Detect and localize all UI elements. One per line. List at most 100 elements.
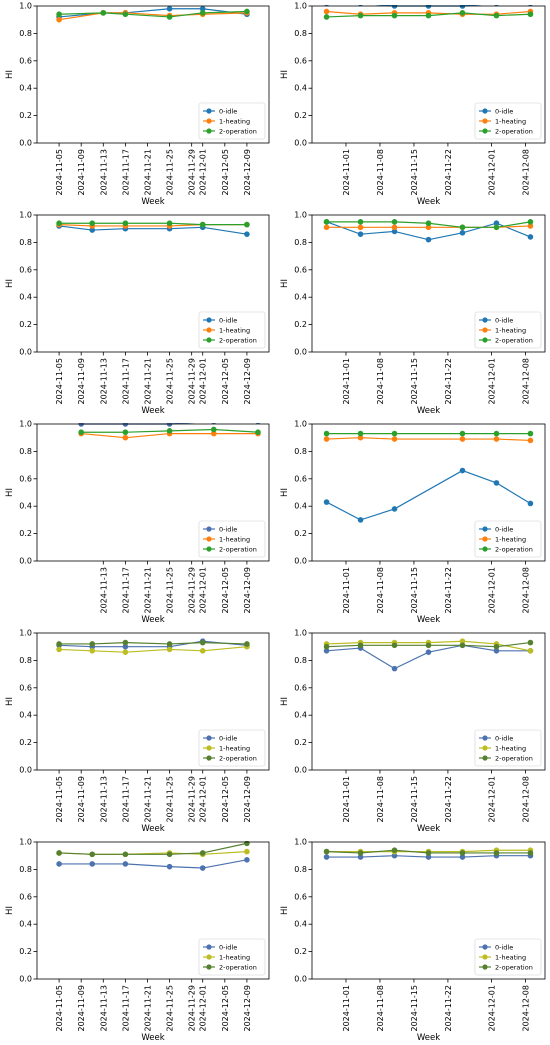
y-tick-label: 0.4 — [19, 502, 32, 511]
data-point-0-idle — [459, 230, 466, 236]
x-tick-label: 2024-11-29 — [188, 149, 197, 196]
axes-frame — [36, 841, 270, 980]
legend-label: 0-idle — [495, 316, 513, 324]
data-point-0-idle — [211, 423, 216, 425]
data-point-1-heating — [122, 434, 129, 441]
x-tick-label: 2024-11-08 — [376, 358, 385, 405]
series-line-0-idle — [59, 859, 248, 869]
legend-label: 1-heating — [219, 535, 250, 543]
x-tick-label: 2024-11-29 — [188, 985, 197, 1032]
legend-frame — [198, 938, 266, 976]
y-tick-label: 0.8 — [19, 238, 32, 247]
legend-label: 2-operation — [495, 963, 533, 971]
data-point-0-idle — [391, 665, 398, 672]
y-tick-label: 1.0 — [294, 629, 307, 638]
data-point-0-idle — [166, 5, 173, 12]
x-tick-label: 2024-11-22 — [444, 776, 453, 823]
x-tick-label: 2024-11-08 — [376, 149, 385, 196]
data-point-0-idle — [357, 231, 364, 237]
legend-label: 0-idle — [495, 525, 513, 533]
legend-marker — [206, 735, 212, 741]
y-tick-label: 0.4 — [19, 84, 32, 93]
x-tick-label: 2024-11-01 — [342, 776, 351, 823]
y-tick-label: 0.0 — [294, 348, 307, 357]
x-tick-label: 2024-11-09 — [77, 149, 86, 196]
x-axis-label: Week — [417, 197, 440, 207]
y-tick-label: 1.0 — [294, 2, 307, 11]
legend-label: 1-heating — [495, 535, 526, 543]
data-point-0-idle — [391, 506, 398, 512]
series-line-2-operation — [59, 641, 247, 645]
legend: 0-idle 1-heating 2-operation — [198, 520, 266, 558]
axes-frame — [36, 214, 270, 353]
legend-label: 1-heating — [219, 117, 250, 125]
chart-panel-row2-left: 0.0 0.2 0.4 0.6 0.8 1.0 2024-11-05 2024-11-09 20… — [5, 211, 270, 416]
data-point-0-idle — [391, 852, 398, 859]
x-tick-label: 2024-11-21 — [143, 776, 152, 823]
legend-label: 0-idle — [495, 734, 513, 742]
y-tick-label: 0.6 — [294, 892, 307, 901]
data-point-2-operation — [89, 641, 96, 647]
data-point-2-operation — [199, 639, 206, 646]
data-point-1-heating — [56, 16, 62, 23]
x-tick-label: 2024-12-08 — [522, 567, 531, 614]
data-point-2-operation — [391, 847, 398, 854]
y-tick-label: 0.6 — [19, 683, 32, 692]
y-tick-label: 1.0 — [294, 838, 307, 847]
data-point-1-heating — [459, 638, 466, 645]
data-point-2-operation — [391, 12, 398, 19]
plot-area — [56, 638, 250, 655]
data-point-1-heating — [323, 8, 330, 15]
y-tick-label: 0.4 — [294, 293, 307, 302]
legend-marker — [206, 944, 212, 950]
data-point-0-idle — [255, 423, 261, 425]
data-point-0-idle — [89, 861, 96, 867]
legend-frame — [474, 938, 542, 976]
x-tick-label: 2024-11-08 — [376, 776, 385, 823]
legend-label: 2-operation — [495, 336, 533, 344]
data-point-0-idle — [323, 499, 330, 505]
legend-label: 1-heating — [495, 117, 526, 125]
y-tick-label: 0.8 — [294, 656, 307, 665]
x-tick-label: 2024-11-13 — [99, 149, 108, 196]
y-tick-label: 0.4 — [19, 711, 32, 720]
x-tick-label: 2024-12-01 — [488, 358, 497, 405]
y-tick-label: 0.6 — [19, 474, 32, 483]
y-tick-label: 1.0 — [19, 629, 32, 638]
data-point-2-operation — [244, 641, 250, 647]
x-tick-label: 2024-11-08 — [376, 985, 385, 1032]
x-tick-label: 2024-12-05 — [221, 776, 230, 823]
x-tick-label: 2024-12-01 — [199, 149, 208, 196]
y-tick-label: 0.8 — [294, 865, 307, 874]
legend-label: 2-operation — [219, 545, 257, 553]
data-point-0-idle — [425, 236, 432, 243]
data-point-2-operation — [459, 10, 466, 16]
legend-label: 1-heating — [219, 953, 250, 961]
legend-marker — [482, 128, 488, 134]
plot-area — [323, 847, 534, 860]
data-point-2-operation — [210, 426, 217, 433]
data-point-2-operation — [323, 430, 330, 437]
y-tick-label: 1.0 — [19, 211, 32, 220]
legend: 0-idle 1-heating 2-operation — [474, 520, 542, 558]
y-tick-label: 0.6 — [294, 474, 307, 483]
data-point-2-operation — [493, 850, 500, 856]
legend-marker — [206, 118, 212, 124]
y-tick-label: 0.8 — [294, 447, 307, 456]
data-point-0-idle — [323, 648, 330, 654]
y-tick-label: 0.6 — [19, 892, 32, 901]
y-tick-label: 0.6 — [19, 56, 32, 65]
y-tick-label: 0.8 — [294, 238, 307, 247]
x-tick-label: 2024-11-29 — [188, 567, 197, 614]
data-point-2-operation — [100, 10, 107, 16]
legend-marker — [482, 327, 488, 333]
x-tick-label: 2024-11-01 — [342, 567, 351, 614]
data-point-2-operation — [166, 428, 173, 434]
legend: 0-idle 1-heating 2-operation — [198, 311, 266, 349]
legend-marker — [206, 327, 212, 333]
data-point-2-operation — [166, 14, 173, 20]
chart-panel-row5-left: 0.0 0.2 0.4 0.6 0.8 1.0 2024-11-05 2024-11-09 20… — [5, 838, 270, 1043]
legend-marker — [482, 317, 488, 323]
legend-marker — [206, 546, 212, 552]
data-point-0-idle — [89, 227, 96, 233]
